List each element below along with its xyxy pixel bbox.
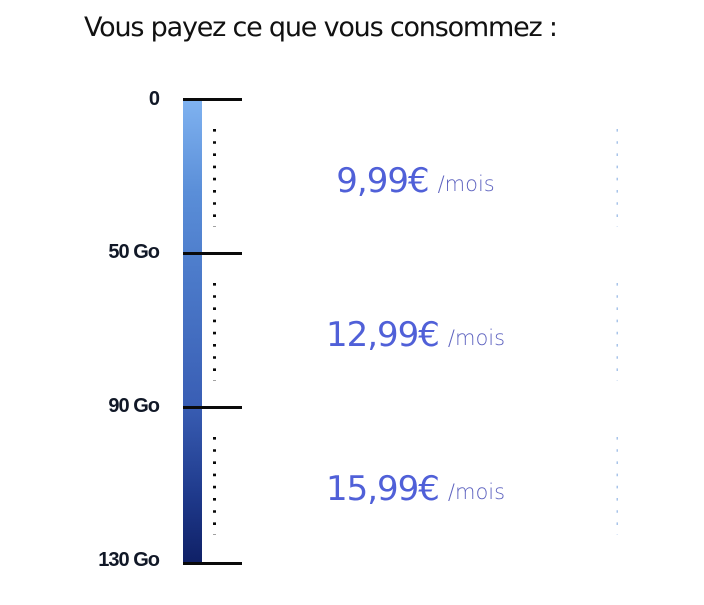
scale-label-50: 50 Go bbox=[108, 241, 160, 263]
price-period: /mois bbox=[447, 480, 506, 504]
tier-price-1: 9,99€ /mois bbox=[213, 117, 618, 239]
scale-tick-130 bbox=[183, 562, 242, 565]
tier-price-2: 12,99€ /mois bbox=[213, 271, 618, 393]
scale-tick-90 bbox=[183, 406, 242, 409]
scale-label-90: 90 Go bbox=[108, 395, 160, 417]
consumption-scale-bar bbox=[183, 100, 202, 564]
dotted-border bbox=[213, 271, 618, 391]
scale-tick-0 bbox=[183, 98, 242, 101]
dotted-border bbox=[213, 117, 618, 237]
price-period: /mois bbox=[437, 172, 495, 196]
price-amount: 15,99€ bbox=[325, 469, 440, 509]
scale-tick-50 bbox=[183, 252, 242, 255]
scale-label-0: 0 bbox=[148, 88, 160, 110]
tier-box-3: 15,99€ /mois bbox=[213, 425, 618, 547]
price-amount: 9,99€ bbox=[336, 161, 429, 201]
tier-price-3: 15,99€ /mois bbox=[213, 425, 618, 547]
tier-box-1: 9,99€ /mois bbox=[213, 117, 618, 239]
dotted-border bbox=[213, 425, 618, 545]
tier-box-2: 12,99€ /mois bbox=[213, 271, 618, 393]
price-amount: 12,99€ bbox=[325, 315, 440, 355]
price-period: /mois bbox=[447, 326, 506, 350]
scale-label-130: 130 Go bbox=[98, 549, 160, 571]
page-title: Vous payez ce que vous consommez : bbox=[84, 12, 558, 43]
